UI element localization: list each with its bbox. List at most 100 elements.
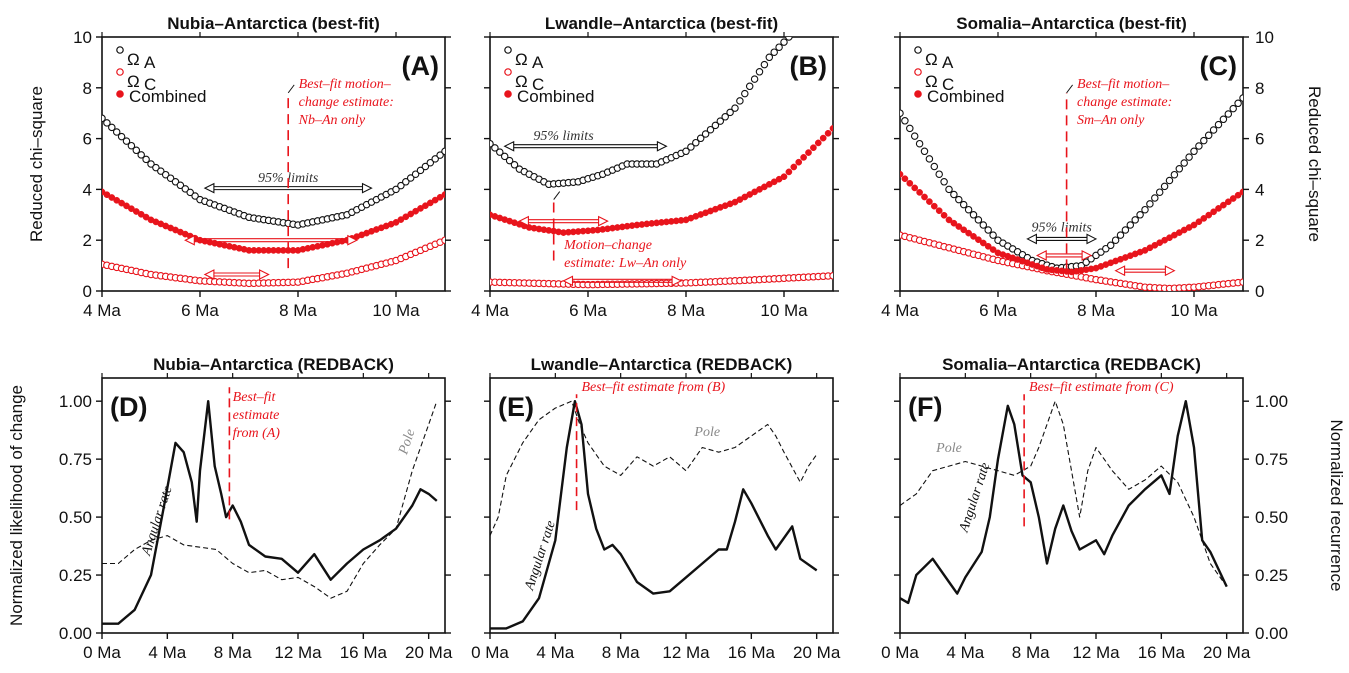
legend-subscript: C <box>942 75 954 94</box>
data-point <box>731 104 739 112</box>
x-tick-label: 8 Ma <box>279 301 317 320</box>
annotation-text: change estimate: <box>299 95 394 110</box>
legend-marker <box>116 68 124 76</box>
data-point <box>117 132 126 141</box>
y-tick-label: 0 <box>1255 282 1264 301</box>
annotation-text: from (A) <box>233 426 281 441</box>
x-tick-label: 8 Ma <box>602 643 640 662</box>
data-point <box>975 236 982 244</box>
legend-label: Combined <box>517 87 595 106</box>
panel-title: Lwandle–Antarctica (best-fit) <box>545 14 778 33</box>
y-tick-label: 10 <box>73 28 92 47</box>
interval-label: 95% limits <box>533 129 594 144</box>
x-tick-label: 10 Ma <box>760 301 808 320</box>
angular-rate-line <box>490 400 818 630</box>
data-point <box>930 202 938 210</box>
legend-subscript: A <box>144 53 156 72</box>
data-point <box>726 108 734 117</box>
legend-marker <box>504 46 512 54</box>
data-point <box>137 151 145 159</box>
interval-arrowhead <box>656 140 668 152</box>
y-tick-label: 1.00 <box>1255 392 1288 411</box>
data-point <box>819 134 827 142</box>
data-point <box>1175 165 1184 173</box>
data-point <box>989 231 997 239</box>
data-point <box>940 178 948 186</box>
x-tick-label: 10 Ma <box>372 301 420 320</box>
data-point <box>906 179 914 187</box>
annotation-text: Motion–change <box>563 238 652 253</box>
data-point <box>1136 211 1144 219</box>
data-point <box>1116 231 1125 239</box>
data-point <box>392 185 400 194</box>
y-tick-label: 8 <box>83 79 92 98</box>
data-point <box>829 125 833 132</box>
data-point <box>505 156 514 165</box>
x-tick-label: 4 Ma <box>83 301 121 320</box>
data-point <box>1121 226 1130 234</box>
data-point <box>132 146 141 155</box>
data-point <box>970 233 977 240</box>
series-label: Pole <box>693 425 720 440</box>
interval-arrowhead <box>184 234 195 246</box>
y-tick-label: 2 <box>1255 231 1264 250</box>
data-point <box>800 154 807 161</box>
y-tick-label: 0.00 <box>59 624 92 643</box>
annotation-text: Nb–An only <box>298 113 366 128</box>
data-point <box>795 158 803 166</box>
series-group <box>900 400 1228 605</box>
x-tick-label: 16 Ma <box>728 643 776 662</box>
data-point <box>701 130 710 138</box>
panel-title: Nubia–Antarctica (best-fit) <box>167 14 380 33</box>
data-point <box>829 272 833 280</box>
legend-marker <box>914 90 922 98</box>
y-tick-label: 0.50 <box>1255 508 1288 527</box>
annotation-text: estimate: Lw–An only <box>564 256 687 271</box>
y-tick-label: 0.00 <box>1255 624 1288 643</box>
data-point <box>989 246 997 253</box>
data-point <box>1234 191 1242 199</box>
y-axis-label: Reduced chi–square <box>27 86 46 242</box>
data-point <box>1106 241 1115 250</box>
data-point <box>925 155 934 163</box>
y-tick-label: 2 <box>83 231 92 250</box>
annotation-text: Best–fit estimate from (B) <box>581 380 725 395</box>
data-point <box>1185 153 1193 161</box>
data-point <box>436 151 444 159</box>
x-tick-label: 12 Ma <box>662 643 710 662</box>
interval-arrowhead <box>203 182 215 194</box>
legend-marker <box>914 68 922 76</box>
legend-marker <box>504 68 512 76</box>
data-point <box>103 119 111 127</box>
data-point <box>1190 147 1198 156</box>
panel-letter: (D) <box>110 392 147 422</box>
data-point <box>750 75 759 83</box>
panel-title: Somalia–Antarctica (REDBACK) <box>942 355 1201 374</box>
legend-subscript: A <box>942 53 954 72</box>
data-point <box>426 158 435 167</box>
data-point <box>945 216 953 224</box>
x-tick-label: 16 Ma <box>1138 643 1186 662</box>
legend-symbol: Ω <box>127 72 140 91</box>
interval-arrowhead <box>503 140 515 152</box>
data-point <box>955 223 963 230</box>
legend-subscript: C <box>532 75 544 94</box>
annotation-text: Best–fit <box>233 390 277 405</box>
data-point <box>960 226 968 234</box>
panel-title: Lwandle–Antarctica (REDBACK) <box>531 355 793 374</box>
y-axis-label: Reduced chi–square <box>1305 86 1324 242</box>
data-point <box>921 193 928 201</box>
y-tick-label: 8 <box>1255 79 1264 98</box>
data-point <box>687 143 695 151</box>
data-point <box>692 138 700 147</box>
angular-rate-line <box>102 400 438 625</box>
data-point <box>901 117 909 125</box>
data-point <box>911 184 919 192</box>
y-tick-label: 4 <box>1255 180 1264 199</box>
data-point <box>1180 159 1188 167</box>
data-point <box>112 128 121 136</box>
data-point <box>491 144 499 152</box>
data-point <box>780 38 788 46</box>
y-axis-label: Normalized recurrence <box>1327 420 1346 592</box>
data-point <box>1200 215 1208 222</box>
